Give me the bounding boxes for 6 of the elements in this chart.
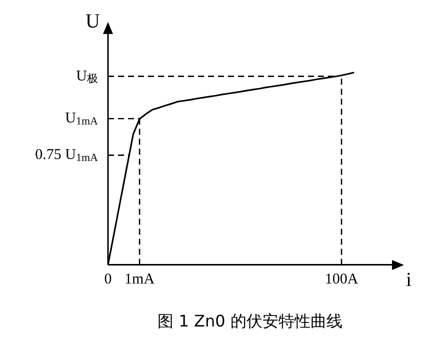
x-axis-title: i — [406, 269, 412, 292]
x-tick-label: 100A — [324, 272, 358, 288]
y-axis-title: U — [86, 10, 101, 32]
x-tick-label: 1mA — [124, 272, 155, 288]
text: 图 1 Zn0 的伏安特性曲线 — [158, 312, 342, 331]
x-tick-label: 0 — [104, 272, 112, 288]
